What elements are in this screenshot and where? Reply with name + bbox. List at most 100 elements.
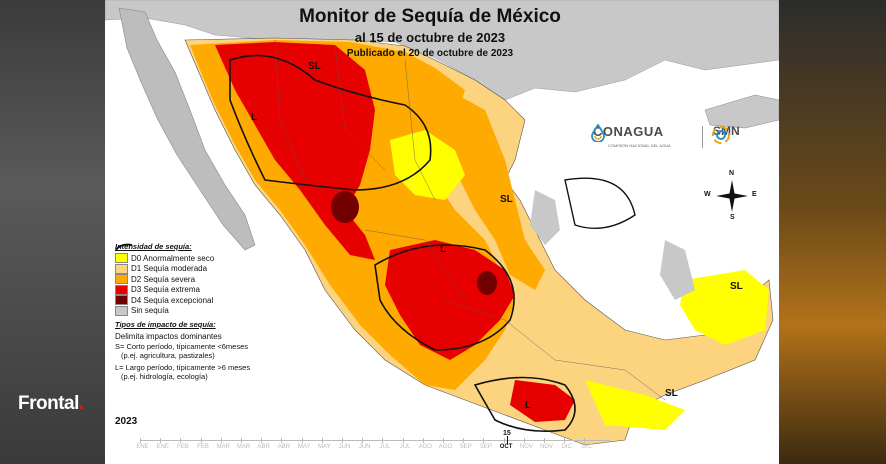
timeline-month-label: JUN — [338, 444, 351, 450]
map-subtitle: al 15 de octubre de 2023 — [354, 30, 506, 45]
timeline-month-label: ABR — [257, 444, 270, 450]
legend-swatch-d4 — [115, 295, 128, 306]
drought-map-panel: SL L SL L SL SL L Monitor de Sequía de M… — [105, 0, 779, 464]
timeline-month-label: JUL — [399, 444, 411, 450]
legend-item: Sin sequía — [115, 305, 275, 317]
map-label: SL — [500, 194, 513, 205]
timeline-tick — [301, 438, 303, 443]
cuba — [704, 94, 779, 129]
legend-impact-l: L= Largo período, típicamente >6 meses — [115, 362, 251, 372]
timeline-month-label: AGO — [418, 444, 432, 450]
no-drought-yucatan — [660, 240, 695, 300]
d3-south — [510, 380, 575, 422]
legend-swatch-d2 — [115, 274, 128, 285]
timeline-year: 2023 — [115, 416, 138, 427]
legend-intensity-heading: Intensidad de sequía: — [115, 242, 192, 251]
drought-map: SL L SL L SL SL L — [105, 0, 779, 464]
legend-label: D1 Sequía moderada — [131, 264, 208, 274]
conagua-logo: CONAGUA COMISIÓN NACIONAL DEL AGUA — [590, 124, 671, 148]
logo-row: CONAGUA COMISIÓN NACIONAL DEL AGUA SMN — [590, 124, 779, 156]
map-label: L — [251, 112, 257, 123]
legend-label: Sin sequía — [131, 306, 169, 316]
timeline-month-label: OCT — [499, 444, 513, 450]
timeline-month-label: DIC — [561, 444, 572, 450]
d0-yucatan — [680, 270, 769, 345]
timeline-tick — [443, 438, 444, 443]
timeline-month-label: MAR — [236, 444, 251, 450]
timeline-month-label: JUN — [358, 444, 371, 450]
d0-south — [585, 380, 685, 430]
timeline-tick — [160, 438, 162, 443]
impact-boundary-northeast — [564, 177, 636, 230]
legend-item: D1 Sequía moderada — [115, 263, 275, 275]
legend-impact-heading: Tipos de impacto de sequía: — [115, 320, 216, 329]
legend-label: D3 Sequía extrema — [131, 285, 200, 295]
d3-central — [385, 240, 515, 360]
timeline: 2023 15 ENE ENE FEB FEB MAR MAR ABR ABR MAY MAY JU… — [115, 416, 615, 464]
map-label: L — [525, 400, 531, 411]
timeline-month-label: ENE — [156, 444, 169, 450]
legend-item: D0 Anormalmente seco — [115, 253, 275, 264]
compass-north: N — [729, 170, 735, 177]
timeline-tick — [220, 438, 222, 443]
impact-boundary-center — [374, 244, 515, 351]
baja-california — [118, 7, 256, 251]
compass-south: S — [730, 214, 735, 221]
timeline-tick — [402, 438, 404, 443]
legend-swatch-d3 — [115, 284, 128, 295]
impact-line-icon — [115, 243, 133, 251]
legend-item: D2 Sequía severa — [115, 274, 275, 285]
timeline-tick — [281, 438, 283, 443]
timeline-tick — [382, 438, 384, 443]
compass-west: W — [704, 191, 711, 198]
timeline-month-label: MAY — [297, 444, 311, 450]
timeline-current-day: 15 — [503, 430, 511, 437]
timeline-month-label: FEB — [197, 444, 209, 450]
watermark: Frontal. — [18, 393, 84, 415]
timeline-month-label: MAY — [318, 444, 331, 450]
timeline-tick — [463, 438, 465, 443]
state-borders — [274, 39, 666, 401]
legend-impact-line-item: Delimita impactos dominantes — [115, 243, 275, 342]
timeline-month-label: ENE — [136, 444, 149, 450]
logo-separator — [702, 126, 703, 148]
legend-impact-s-example: (p.ej. agricultura, pastizales) — [121, 350, 215, 360]
compass-rose: N S E W — [704, 170, 757, 221]
legend-impact-line-label: Delimita impactos dominantes — [115, 331, 222, 341]
legend-item: D4 Sequía excepcional — [115, 295, 275, 306]
legend-label: D2 Sequía severa — [131, 274, 196, 284]
timeline-tick — [544, 438, 545, 443]
timeline-current-marker — [507, 436, 508, 444]
d4-northwest — [331, 191, 359, 223]
timeline-bar — [140, 440, 610, 441]
timeline-tick — [584, 438, 586, 443]
timeline-month-label: SEP — [479, 444, 492, 450]
timeline-month-label: SEP — [459, 444, 472, 450]
usa-landmass — [105, 0, 779, 101]
timeline-month-label: NOV — [519, 444, 533, 450]
compass-icon — [716, 180, 748, 212]
timeline-tick — [422, 438, 424, 443]
legend-swatch-d0 — [115, 253, 128, 264]
timeline-tick — [261, 438, 263, 443]
timeline-month-label: JUL — [379, 444, 391, 450]
timeline-tick — [483, 438, 485, 443]
legend-impact-s: S= Corto período, típicamente <6meses — [115, 341, 248, 351]
impact-boundary-north — [229, 54, 432, 191]
background-left — [0, 0, 105, 464]
d4-central — [477, 271, 497, 295]
d2-northeast — [395, 88, 545, 290]
timeline-tick — [564, 438, 566, 443]
watermark-text: Frontal — [18, 393, 79, 414]
legend: Intensidad de sequía: D0 Anormalmente se… — [115, 242, 275, 381]
timeline-tick — [241, 438, 242, 443]
conagua-name: CONAGUA — [593, 124, 664, 139]
map-title: Monitor de Sequía de México — [299, 6, 561, 27]
compass-east: E — [752, 191, 757, 198]
timeline-month-label: AGO — [438, 444, 453, 450]
d0-central-north — [390, 130, 465, 200]
legend-swatch-none — [115, 305, 128, 316]
timeline-tick — [180, 438, 182, 443]
smn-logo: SMN — [710, 124, 740, 144]
conagua-drop-icon — [591, 124, 605, 142]
